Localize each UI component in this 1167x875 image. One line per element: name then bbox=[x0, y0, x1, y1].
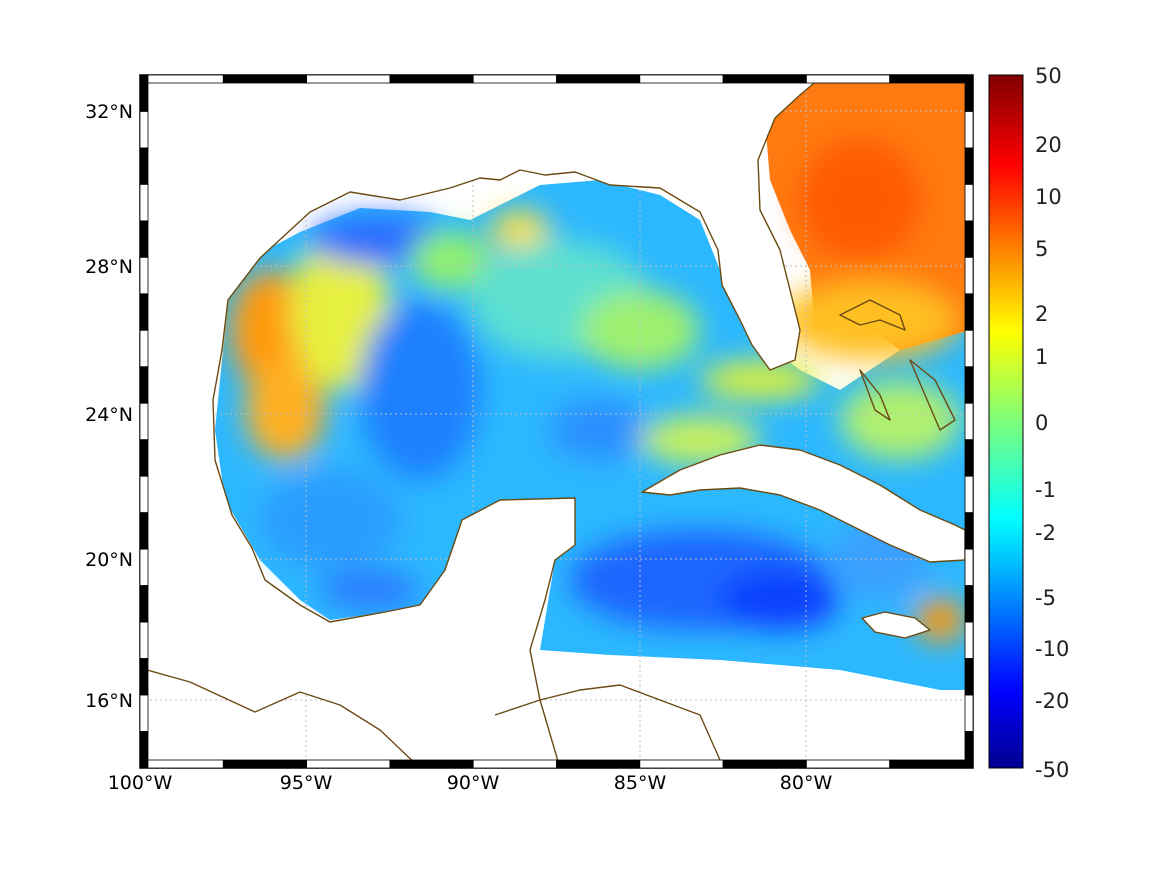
frame-segment bbox=[139, 512, 149, 550]
frame-segment bbox=[222, 759, 308, 769]
frame-segment bbox=[139, 658, 149, 696]
frame-segment bbox=[722, 74, 807, 84]
colorbar-tick-label: 50 bbox=[1035, 64, 1062, 88]
lon-tick-label: 85°W bbox=[614, 772, 667, 794]
frame-segment bbox=[139, 548, 149, 587]
frame-segment bbox=[139, 731, 149, 769]
frame-segment bbox=[889, 759, 974, 769]
frame-segment bbox=[139, 366, 149, 404]
frame-segment bbox=[139, 147, 149, 185]
map-frame bbox=[139, 74, 974, 769]
frame-segment bbox=[889, 74, 974, 84]
lat-tick-label: 20°N bbox=[85, 549, 133, 571]
frame-segment bbox=[964, 475, 974, 514]
frame-segment bbox=[964, 512, 974, 550]
colorbar-tick-label: -5 bbox=[1035, 586, 1056, 610]
data-field bbox=[215, 78, 970, 690]
frame-segment bbox=[139, 694, 149, 732]
lat-tick-labels: 32°N 28°N 24°N 20°N 16°N bbox=[85, 101, 133, 712]
frame-segment bbox=[139, 111, 149, 149]
colorbar-tick-label: -50 bbox=[1035, 758, 1069, 782]
colorbar-tick-label: -20 bbox=[1035, 689, 1069, 713]
frame-segment bbox=[964, 658, 974, 696]
lon-tick-labels: 100°W 95°W 90°W 85°W 80°W bbox=[108, 772, 833, 794]
frame-segment bbox=[806, 759, 891, 769]
colorbar-tick-label: 5 bbox=[1035, 237, 1048, 261]
frame-segment bbox=[964, 694, 974, 732]
frame-segment bbox=[964, 585, 974, 623]
frame-segment bbox=[139, 184, 149, 222]
lon-tick-label: 80°W bbox=[780, 772, 833, 794]
frame-segment bbox=[389, 74, 474, 84]
frame-segment bbox=[139, 621, 149, 659]
frame-segment bbox=[806, 74, 891, 84]
frame-segment bbox=[964, 147, 974, 185]
frame-segment bbox=[472, 74, 557, 84]
colorbar-tick-label: 2 bbox=[1035, 302, 1048, 326]
frame-segment bbox=[964, 184, 974, 222]
frame-segment bbox=[964, 439, 974, 477]
frame-segment bbox=[964, 731, 974, 769]
frame-segment bbox=[964, 111, 974, 149]
coastlines bbox=[140, 77, 966, 768]
frame-segment bbox=[139, 329, 149, 368]
frame-segment bbox=[556, 74, 641, 84]
frame-segment bbox=[139, 74, 224, 84]
frame-segment bbox=[139, 439, 149, 477]
colorbar-tick-label: -1 bbox=[1035, 478, 1056, 502]
frame-segment bbox=[556, 759, 641, 769]
frame-segment bbox=[139, 74, 149, 112]
frame-segment bbox=[139, 475, 149, 514]
colorbar-tick-labels: 50 20 10 5 2 1 0 -1 -2 -5 -10 -20 -50 bbox=[1035, 64, 1069, 782]
frame-segment bbox=[964, 366, 974, 404]
frame-segment bbox=[639, 74, 724, 84]
frame-segment bbox=[964, 293, 974, 331]
frame-segment bbox=[964, 548, 974, 587]
lon-tick-label: 100°W bbox=[108, 772, 173, 794]
lat-tick-label: 24°N bbox=[85, 404, 133, 426]
frame-segment bbox=[964, 220, 974, 258]
colorbar-tick-label: 10 bbox=[1035, 185, 1062, 209]
lat-tick-label: 28°N bbox=[85, 256, 133, 278]
colorbar-tick-label: -10 bbox=[1035, 637, 1069, 661]
jamaica-land bbox=[861, 611, 931, 639]
frame-segment bbox=[964, 74, 974, 112]
frame-segment bbox=[964, 256, 974, 295]
frame-segment bbox=[139, 256, 149, 295]
frame-segment bbox=[639, 759, 724, 769]
frame-segment bbox=[139, 293, 149, 331]
yucatan-land bbox=[140, 77, 821, 768]
frame-segment bbox=[964, 621, 974, 659]
frame-segment bbox=[139, 402, 149, 441]
frame-segment bbox=[964, 402, 974, 441]
frame-segment bbox=[306, 74, 391, 84]
colorbar-tick-label: 1 bbox=[1035, 345, 1048, 369]
frame-segment bbox=[722, 759, 807, 769]
frame-segment bbox=[389, 759, 474, 769]
colorbar bbox=[988, 74, 1024, 769]
frame-segment bbox=[964, 329, 974, 368]
lat-tick-label: 32°N bbox=[85, 101, 133, 123]
frame-segment bbox=[139, 220, 149, 258]
lon-tick-label: 95°W bbox=[280, 772, 333, 794]
frame-segment bbox=[472, 759, 557, 769]
lon-tick-label: 90°W bbox=[447, 772, 500, 794]
colorbar-tick-label: 0 bbox=[1035, 411, 1048, 435]
frame-segment bbox=[139, 585, 149, 623]
colorbar-tick-label: -2 bbox=[1035, 521, 1056, 545]
frame-segment bbox=[306, 759, 391, 769]
frame-segment bbox=[222, 74, 308, 84]
colorbar-tick-label: 20 bbox=[1035, 133, 1062, 157]
lat-tick-label: 16°N bbox=[85, 690, 133, 712]
frame-segment bbox=[139, 759, 224, 769]
